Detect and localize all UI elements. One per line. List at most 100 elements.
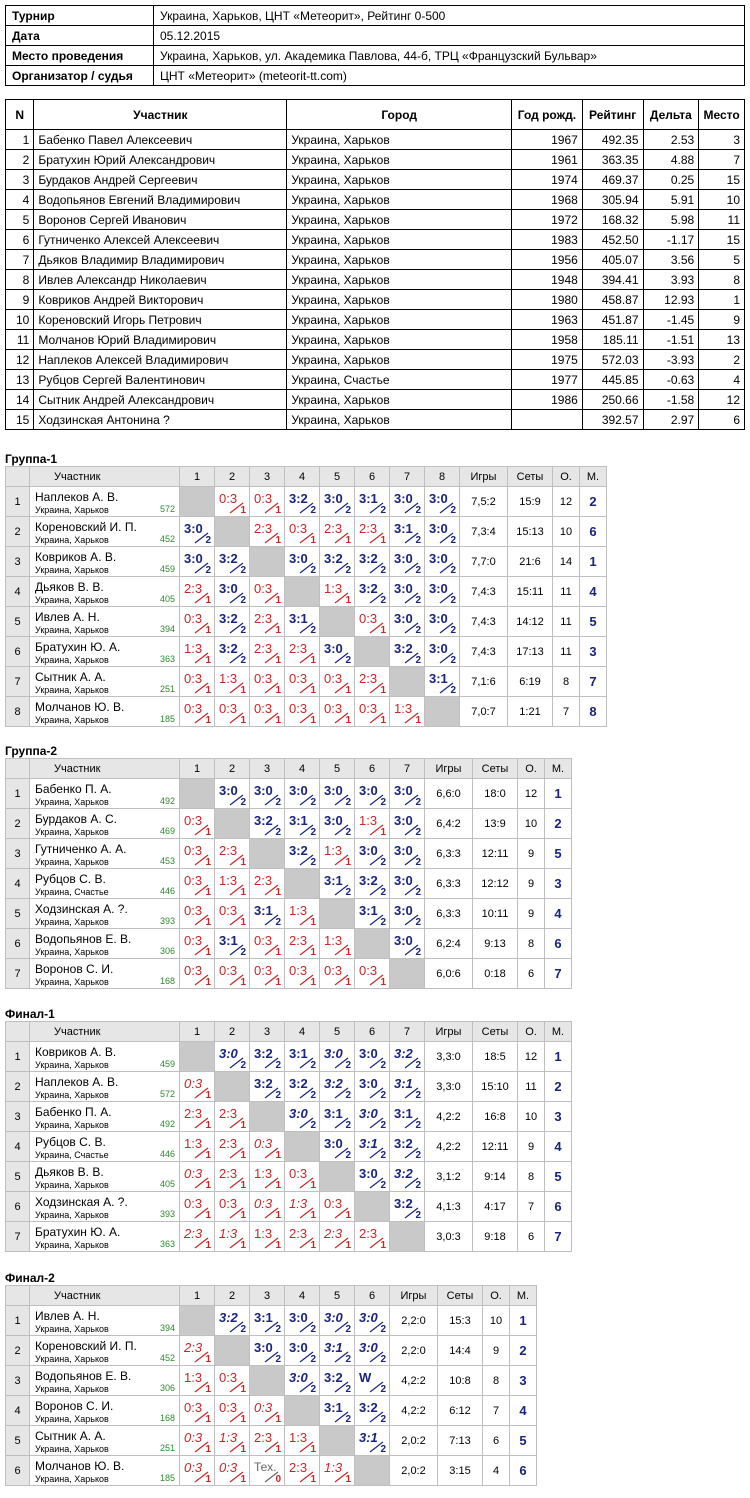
match-score: 3:0 [394,843,413,858]
match-result-cell: 0:3 1 [249,928,285,959]
score-slash-icon [264,532,279,544]
match-points: 2 [310,1060,316,1071]
score-slash-icon [334,854,349,866]
match-score: 3:2 [394,1196,413,1211]
diagonal-cell [354,636,390,667]
score-slash-icon [264,592,279,604]
match-result-cell: 1:3 1 [214,666,250,697]
row-number: 3 [5,1365,30,1396]
score-slash-icon [194,562,209,574]
match-score: 1:3 [184,1136,203,1151]
player-name: Рубцов С. В. [35,872,106,886]
place-cell: 4 [544,1131,572,1162]
match-points: 2 [275,1324,281,1335]
score-slash-icon [264,622,279,634]
match-score: Тех. [254,1460,277,1474]
match-score: 3:2 [394,1136,413,1151]
score-slash-icon [439,532,454,544]
games-cell: 2,0:2 [389,1455,438,1486]
match-result-cell: 2:3 1 [319,516,355,547]
match-points: 1 [205,887,211,898]
match-result-cell: 3:0 2 [389,546,425,577]
table-cell: 168.32 [581,209,644,230]
match-score: 0:3 [184,873,203,888]
player-cell: Ивлев А. Н. Украина, Харьков 394 [29,1305,180,1336]
table-row: 4 Водопьянов Евгений Владимирович Украина,… [4,189,745,210]
match-points: 1 [240,715,246,726]
row-number: 5 [5,1425,30,1456]
match-score: 3:0 [394,491,413,506]
match-points: 2 [415,535,421,546]
match-score: 3:0 [359,1310,378,1325]
table-cell: Украина, Харьков [286,189,512,210]
score-slash-icon [299,974,314,986]
sets-cell: 16:8 [472,1101,518,1132]
sets-cell: 6:19 [507,666,553,697]
games-cell: 6,0:6 [424,958,473,989]
header-number [5,466,30,487]
match-result-cell: 0:3 1 [179,1191,215,1222]
match-score: 2:3 [184,581,203,596]
header-opponent: 8 [424,466,460,487]
match-result-cell: 2:3 1 [249,636,285,667]
match-score: 3:2 [254,1076,273,1091]
match-result-cell: 3:1 2 [424,666,460,697]
score-slash-icon [369,532,384,544]
table-cell: Наплеков Алексей Владимирович [33,349,288,370]
score-slash-icon [299,914,314,926]
sets-cell: 17:13 [507,636,553,667]
match-result-cell: 3:2 2 [354,1395,390,1426]
match-result-cell: 0:3 1 [179,1161,215,1192]
column-header: Рейтинг [581,99,644,130]
games-cell: 6,3:3 [424,868,473,899]
header-sets: Сеты [472,758,518,779]
match-score: 0:3 [219,963,238,978]
player-city: Украина, Харьков [35,625,109,635]
score-slash-icon [264,682,279,694]
match-result-cell: 0:3 1 [354,696,390,727]
player-row: 5 Дьяков В. В. Украина, Харьков 405 0:3 1 2:3 1… [5,1161,572,1192]
match-result-cell: 0:3 1 [179,958,215,989]
score-slash-icon [439,502,454,514]
diagonal-cell [354,928,390,959]
match-score: 3:0 [359,843,378,858]
score-slash-icon [299,794,314,806]
match-score: 3:1 [394,1106,413,1121]
score-slash-icon [299,502,314,514]
match-points: 1 [345,977,351,988]
table-cell: 451.87 [581,309,644,330]
table-cell: 7 [4,249,35,270]
table-cell: 405.07 [581,249,644,270]
player-cell: Бабенко П. А. Украина, Харьков 492 [29,778,180,809]
match-score: 0:3 [289,671,308,686]
match-points: 1 [240,1240,246,1251]
games-cell: 7,0:7 [459,696,508,727]
score-slash-icon [334,1237,349,1249]
sets-cell: 18:0 [472,778,518,809]
match-score: 3:0 [219,783,238,798]
player-row: 5 Ивлев А. Н. Украина, Харьков 394 0:3 1 3:2 2 2… [5,606,607,637]
score-slash-icon [229,652,244,664]
match-score: 0:3 [254,933,273,948]
info-key: Дата [5,25,154,46]
sets-cell: 15:10 [472,1071,518,1102]
place-cell: 4 [579,576,607,607]
match-score: 3:0 [289,1370,308,1385]
score-slash-icon [229,1207,244,1219]
table-cell: Ходзинская Антонина ? [33,409,288,430]
match-points: 2 [450,505,456,516]
match-result-cell: 1:3 1 [354,808,390,839]
diagonal-cell [284,576,320,607]
player-name: Кореновский И. П. [35,1339,137,1353]
table-cell: Украина, Харьков [286,209,512,230]
header-opponent: 4 [284,1285,320,1306]
games-cell: 7,5:2 [459,486,508,517]
place-cell: 3 [544,1101,572,1132]
score-slash-icon [369,1321,384,1333]
score-slash-icon [334,824,349,836]
match-points: 2 [380,1060,386,1071]
sets-cell: 15:11 [507,576,553,607]
score-slash-icon [334,652,349,664]
match-score: 2:3 [324,1226,343,1241]
